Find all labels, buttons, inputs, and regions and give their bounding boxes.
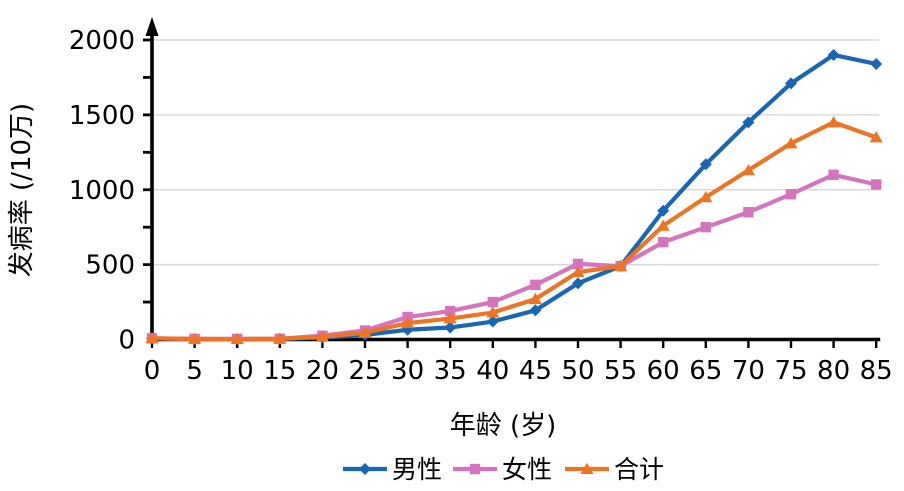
marker-diamond-icon	[359, 463, 371, 475]
marker-square-icon	[743, 207, 754, 218]
axes	[143, 17, 881, 348]
series-total	[145, 116, 883, 345]
marker-triangle-icon	[486, 306, 500, 318]
x-tick-label: 30	[391, 356, 424, 386]
y-tick-label: 500	[85, 251, 135, 281]
legend-item-total: 合计	[565, 455, 664, 484]
marker-triangle-icon	[741, 164, 755, 176]
x-tick-label: 50	[561, 356, 594, 386]
y-tick-label: 1500	[69, 101, 135, 131]
marker-triangle-icon	[869, 131, 883, 143]
x-tick-label: 60	[647, 356, 680, 386]
y-axis-arrow-icon	[145, 17, 159, 36]
y-tick-label: 2000	[69, 26, 135, 56]
marker-triangle-icon	[273, 332, 287, 344]
x-tick-label: 10	[221, 356, 254, 386]
marker-triangle-icon	[443, 312, 457, 324]
series-line-total	[149, 120, 879, 342]
y-tick-label: 1000	[69, 176, 135, 206]
marker-triangle-icon	[827, 116, 841, 128]
marker-diamond-icon	[486, 315, 499, 328]
y-axis-title: 发病率 (/10万)	[7, 103, 37, 277]
marker-triangle-icon	[699, 191, 713, 203]
marker-diamond-icon	[870, 57, 883, 70]
marker-diamond-icon	[444, 321, 457, 334]
marker-diamond-icon	[742, 116, 755, 129]
marker-triangle-icon	[145, 332, 159, 344]
legend-label-total: 合计	[614, 455, 664, 484]
legend-label-male: 男性	[392, 455, 442, 484]
legend-item-male: 男性	[343, 455, 442, 484]
marker-triangle-icon	[358, 326, 372, 338]
marker-triangle-icon	[401, 316, 415, 329]
marker-square-icon	[487, 296, 498, 308]
marker-triangle-icon	[656, 219, 670, 231]
marker-square-icon	[469, 463, 481, 475]
x-tick-label: 45	[519, 356, 552, 386]
marker-triangle-icon	[315, 330, 329, 342]
marker-square-icon	[530, 279, 541, 291]
marker-diamond-icon	[699, 158, 712, 171]
marker-triangle-icon	[188, 332, 202, 344]
series-line-male	[149, 52, 879, 342]
marker-triangle-icon	[614, 259, 628, 272]
series-male	[146, 48, 883, 346]
legend-label-female: 女性	[502, 455, 552, 484]
x-tick-label: 85	[860, 356, 893, 386]
marker-square-icon	[572, 258, 584, 270]
marker-triangle-icon	[784, 137, 798, 149]
marker-diamond-icon	[657, 204, 670, 217]
x-axis-title: 年龄 (岁)	[450, 411, 557, 441]
marker-diamond-icon	[529, 304, 542, 317]
marker-square-icon	[871, 179, 882, 190]
gridlines	[152, 39, 880, 266]
marker-square-icon	[785, 189, 797, 200]
marker-triangle-icon	[571, 265, 585, 278]
x-tick-label: 80	[817, 356, 850, 386]
series-lines	[145, 48, 883, 346]
x-tick-label: 65	[689, 356, 722, 386]
x-tick-label: 5	[186, 356, 203, 386]
x-tick-label: 0	[144, 356, 161, 386]
x-tick-label: 35	[434, 356, 467, 386]
marker-triangle-icon	[580, 462, 594, 474]
marker-square-icon	[700, 221, 711, 233]
marker-square-icon	[658, 236, 669, 248]
x-tick-label: 55	[604, 356, 637, 386]
y-tick-label: 0	[118, 326, 135, 356]
marker-diamond-icon	[827, 48, 840, 61]
x-tick-label: 20	[306, 356, 339, 386]
x-tick-label: 15	[263, 356, 296, 386]
legend: 男性 女性 合计	[343, 455, 664, 484]
legend-item-female: 女性	[453, 455, 552, 484]
marker-triangle-icon	[528, 292, 542, 305]
marker-square-icon	[445, 305, 456, 317]
x-tick-label: 40	[476, 356, 509, 386]
x-tick-label: 25	[348, 356, 381, 386]
marker-diamond-icon	[572, 277, 584, 290]
x-tick-label: 70	[732, 356, 765, 386]
x-tick-label: 75	[774, 356, 807, 386]
marker-square-icon	[828, 169, 839, 180]
marker-diamond-icon	[785, 77, 797, 90]
marker-triangle-icon	[230, 332, 244, 345]
